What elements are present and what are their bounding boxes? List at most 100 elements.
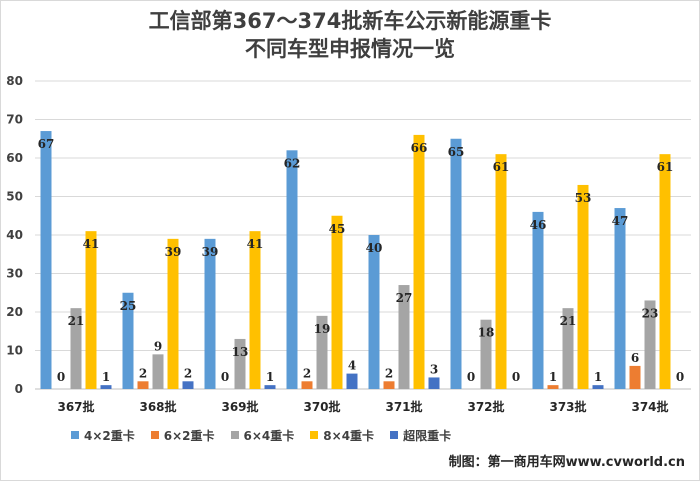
bar [346, 373, 358, 389]
chart-title-line-2: 不同车型申报情况一览 [245, 37, 455, 61]
data-label: 2 [139, 366, 147, 380]
bar [234, 338, 246, 389]
legend-swatch [390, 431, 399, 439]
data-label: 1 [266, 370, 274, 384]
data-label: 1 [594, 370, 602, 384]
legend-swatch [71, 431, 79, 439]
data-label: 0 [57, 370, 65, 384]
legend-item: 8×4重卡 [310, 427, 374, 444]
y-tick-label: 0 [15, 382, 23, 396]
bar [167, 238, 179, 389]
bar [100, 385, 112, 389]
bar [316, 315, 328, 389]
y-tick-label: 20 [6, 305, 23, 319]
data-label: 39 [202, 245, 219, 259]
data-label: 18 [478, 326, 495, 340]
x-tick-label: 373批 [549, 399, 586, 414]
bar [182, 381, 194, 389]
bar [495, 154, 507, 389]
data-label: 41 [83, 237, 100, 251]
legend-item: 6×4重卡 [230, 427, 295, 444]
data-label: 0 [512, 370, 520, 384]
x-tick-label: 367批 [57, 399, 94, 414]
data-label: 1 [549, 370, 557, 384]
bar [301, 381, 313, 389]
data-label: 21 [68, 314, 85, 328]
data-label: 62 [284, 156, 301, 170]
bar [122, 292, 134, 389]
bar [331, 215, 343, 389]
data-label: 6 [631, 351, 639, 365]
y-tick-label: 40 [6, 228, 23, 242]
data-label: 41 [247, 237, 264, 251]
chart-credit: 制图：第一商用车网www.cvworld.cn [448, 455, 685, 470]
data-label: 53 [575, 191, 592, 205]
bar [264, 385, 276, 389]
bar [368, 235, 380, 389]
data-label: 39 [165, 245, 182, 259]
data-label: 13 [232, 345, 249, 359]
chart-title-line-1: 工信部第367～374批新车公示新能源重卡 [148, 9, 552, 33]
data-label: 66 [411, 141, 428, 155]
data-label: 0 [676, 370, 684, 384]
y-tick-label: 80 [6, 74, 23, 88]
x-tick-label: 369批 [221, 399, 258, 414]
data-label: 3 [430, 362, 438, 376]
bar [137, 381, 149, 389]
legend-swatch [310, 431, 319, 439]
data-label: 40 [366, 241, 383, 255]
bar [413, 134, 425, 389]
legend-label: 超限重卡 [403, 428, 452, 443]
bar [249, 231, 261, 389]
y-tick-label: 10 [6, 344, 23, 358]
bar [547, 385, 559, 389]
data-label: 1 [102, 370, 110, 384]
bar [204, 238, 216, 389]
legend-label: 4×2重卡 [84, 428, 135, 443]
legend-label: 6×4重卡 [243, 428, 295, 443]
bar [659, 154, 671, 389]
x-tick-label: 372批 [467, 399, 504, 414]
legend-swatch [150, 431, 159, 439]
bar [629, 365, 641, 389]
data-label: 4 [348, 359, 356, 373]
bar [85, 231, 97, 389]
x-tick-label: 371批 [385, 399, 422, 414]
data-label: 21 [560, 314, 577, 328]
data-label: 0 [221, 370, 229, 384]
y-tick-label: 70 [6, 113, 23, 127]
y-tick-label: 50 [6, 190, 23, 204]
chart-title: 工信部第367～374批新车公示新能源重卡 不同车型申报情况一览 [1, 7, 699, 63]
legend-swatch [230, 431, 239, 439]
y-tick-label: 30 [6, 267, 23, 281]
data-label: 65 [448, 145, 465, 159]
bar [450, 138, 462, 389]
data-label: 2 [184, 366, 192, 380]
bar [40, 131, 52, 390]
bar [532, 211, 544, 389]
data-label: 9 [154, 339, 162, 353]
bar [592, 385, 604, 389]
bar [562, 308, 574, 389]
data-label: 23 [642, 306, 659, 320]
data-label: 2 [385, 366, 393, 380]
bar [428, 377, 440, 389]
y-tick-label: 60 [6, 151, 23, 165]
data-label: 2 [303, 366, 311, 380]
bar [614, 208, 626, 389]
legend-item: 4×2重卡 [71, 427, 135, 444]
legend-label: 8×4重卡 [323, 428, 375, 443]
x-tick-label: 374批 [631, 399, 668, 414]
legend-item: 超限重卡 [390, 427, 451, 444]
x-tick-label: 370批 [303, 399, 340, 414]
data-label: 0 [467, 370, 475, 384]
bar [398, 285, 410, 389]
bar [70, 308, 82, 389]
bar [383, 381, 395, 389]
data-label: 67 [38, 137, 55, 151]
data-label: 27 [396, 291, 413, 305]
data-label: 25 [120, 299, 137, 313]
bar [644, 300, 656, 389]
chart-legend: 4×2重卡 6×2重卡 6×4重卡 8×4重卡 超限重卡 [71, 425, 451, 445]
